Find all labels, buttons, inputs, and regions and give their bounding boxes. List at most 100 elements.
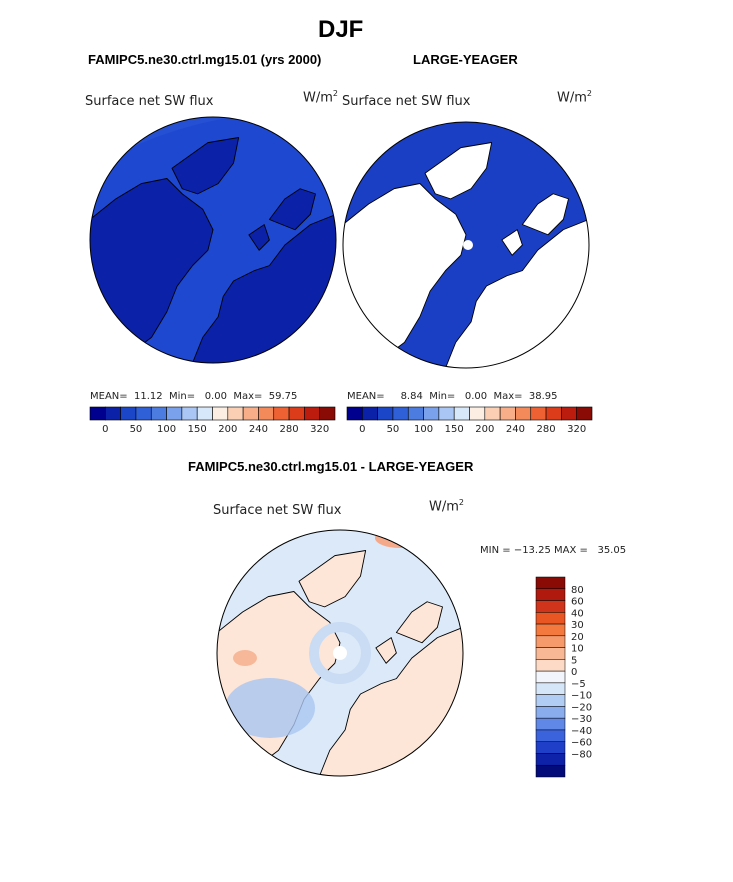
panel2-colorbar-tick-label: 150	[445, 424, 464, 435]
panel3-units: W/m2	[429, 498, 464, 515]
panel3-colorbar-tick-label: 0	[571, 667, 577, 678]
land-1	[171, 137, 240, 195]
panel2-colorbar-bin-1	[362, 406, 378, 421]
panel3-colorbar-tick-label: −10	[571, 691, 592, 702]
panel1-colorbar-bin-8	[212, 406, 229, 421]
panel3-max: 35.05	[597, 545, 627, 556]
panel1-colorbar-bin-7	[196, 406, 213, 421]
panel3-blue-patch	[225, 678, 315, 738]
panel1-colorbar-bin-14	[304, 406, 320, 421]
panel1-colorbar-tick-label: 320	[310, 424, 329, 435]
panel1-stats: MEAN= 11.12 Min= 0.00 Max= 59.75	[90, 391, 297, 402]
panel2-colorbar-tick-label: 0	[359, 424, 365, 435]
panel3-colorbar-bin-0	[535, 576, 566, 590]
panel1-land	[90, 137, 336, 363]
panel1-colorbar-bin-9	[227, 406, 244, 421]
panel2-stats: MEAN= 8.84 Min= 0.00 Max= 38.95	[347, 391, 558, 402]
panel1-colorbar-bin-6	[181, 406, 198, 421]
panel3-colorbar-bin-13	[535, 729, 566, 742]
panel3-colorbar-tick-label: −30	[571, 714, 592, 725]
panel2-colorbar-bin-0	[346, 406, 363, 421]
panel1-colorbar-bin-12	[273, 406, 290, 421]
panel3-orange-patch2	[233, 650, 257, 666]
panel1-mean: 11.12	[134, 391, 163, 402]
panel1-colorbar-bin-10	[242, 406, 259, 421]
panel2-colorbar-tick-label: 200	[475, 424, 494, 435]
panel2-colorbar-bin-3	[392, 406, 409, 421]
land-4	[248, 224, 270, 251]
case1-title: FAMIPC5.ne30.ctrl.mg15.01 (yrs 2000)	[88, 52, 322, 67]
panel3-colorbar-tick-label: −40	[571, 726, 592, 737]
panel3-colorbar-bin-10	[535, 694, 566, 707]
panel3-colorbar-bin-5	[535, 635, 566, 648]
panel3-colorbar-tick-label: −20	[571, 702, 592, 713]
panel2-border	[342, 121, 590, 369]
panel3-colorbar-bin-3	[535, 612, 566, 625]
diff-title: FAMIPC5.ne30.ctrl.mg15.01 - LARGE-YEAGER	[188, 459, 474, 474]
panel1-colorbar-bin-15	[319, 406, 336, 421]
panel1-colorbar-bin-13	[288, 406, 305, 421]
panel2-colorbar-tick-label: 320	[567, 424, 586, 435]
land-4	[375, 637, 397, 664]
panel1-map	[90, 117, 336, 363]
panel3-colorbar-bin-6	[535, 647, 566, 660]
panel3-min-label: MIN =	[480, 545, 511, 556]
panel3-colorbar-bin-8	[535, 670, 566, 684]
land-3	[521, 193, 569, 236]
land-3	[395, 601, 443, 644]
panel1-colorbar-bin-1	[105, 406, 121, 421]
panel2-min: 0.00	[464, 391, 488, 402]
panel1-mean-label: MEAN=	[90, 391, 128, 402]
panel3-colorbar-tick-label: 20	[571, 632, 584, 643]
panel1-min-label: Min=	[169, 391, 196, 402]
panel3-colorbar-tick-label: 40	[571, 608, 584, 619]
panel1-colorbar-bin-11	[258, 406, 275, 421]
panel1-border	[89, 116, 337, 364]
panel3-colorbar-tick-label: −60	[571, 738, 592, 749]
panel3-ring	[309, 622, 371, 684]
panel1-colorbar-tick-label: 100	[157, 424, 176, 435]
panel2-title: Surface net SW flux	[342, 94, 471, 109]
panel3-colorbar-bin-11	[535, 706, 566, 719]
panel3-colorbar-tick-label: 10	[571, 644, 584, 655]
panel3-max-label: MAX =	[554, 545, 588, 556]
panel2-colorbar-bin-2	[377, 406, 394, 421]
panel3-colorbar-tick-label: −80	[571, 749, 592, 760]
panel2-colorbar-bin-5	[423, 406, 440, 421]
panel2-colorbar-tick-label: 50	[387, 424, 400, 435]
panel1-colorbar-bin-4	[150, 406, 167, 421]
panel1-colorbar-tick-label: 150	[188, 424, 207, 435]
panel2-min-label: Min=	[429, 391, 456, 402]
land-1	[298, 550, 367, 608]
panel2-map	[343, 122, 589, 368]
panel3-colorbar-tick-label: 80	[571, 585, 584, 596]
panel1-colorbar-tick-label: 0	[102, 424, 108, 435]
panel3-colorbar-bin-12	[535, 717, 566, 731]
panel2-pole-hole	[463, 240, 473, 250]
panel1-units: W/m2	[303, 89, 338, 106]
panel3-colorbar-bin-7	[535, 659, 566, 672]
panel2-colorbar-bin-13	[545, 406, 562, 421]
panel1-min: 0.00	[204, 391, 227, 402]
panel2-land	[343, 142, 589, 368]
panel3-stats: MIN = −13.25 MAX = 35.05	[480, 545, 626, 556]
panel3-title: Surface net SW flux	[213, 503, 342, 518]
panel3-colorbar-bin-16	[535, 764, 566, 778]
panel2-colorbar-bin-12	[530, 406, 547, 421]
panel1-max-label: Max=	[233, 391, 263, 402]
panel2-colorbar-bin-4	[407, 406, 424, 421]
panel3-colorbar-bin-14	[535, 741, 566, 754]
panel2-colorbar-bin-6	[438, 406, 455, 421]
panel3-colorbar-tick-label: 5	[571, 655, 577, 666]
season-title: DJF	[318, 16, 364, 43]
panel3-pole	[333, 646, 347, 660]
panel3-colorbar-tick-label: 30	[571, 620, 584, 631]
panel3-border	[216, 529, 464, 777]
panel2-colorbar-bin-15	[576, 406, 593, 421]
panel1-colorbar-tick-label: 240	[249, 424, 268, 435]
panel2-colorbar-bin-14	[561, 406, 577, 421]
panel3-colorbar-bin-2	[535, 600, 566, 613]
panel2-units: W/m2	[557, 89, 592, 106]
panel1-colorbar-tick-label: 280	[280, 424, 299, 435]
panel2-colorbar-tick-label: 240	[506, 424, 525, 435]
